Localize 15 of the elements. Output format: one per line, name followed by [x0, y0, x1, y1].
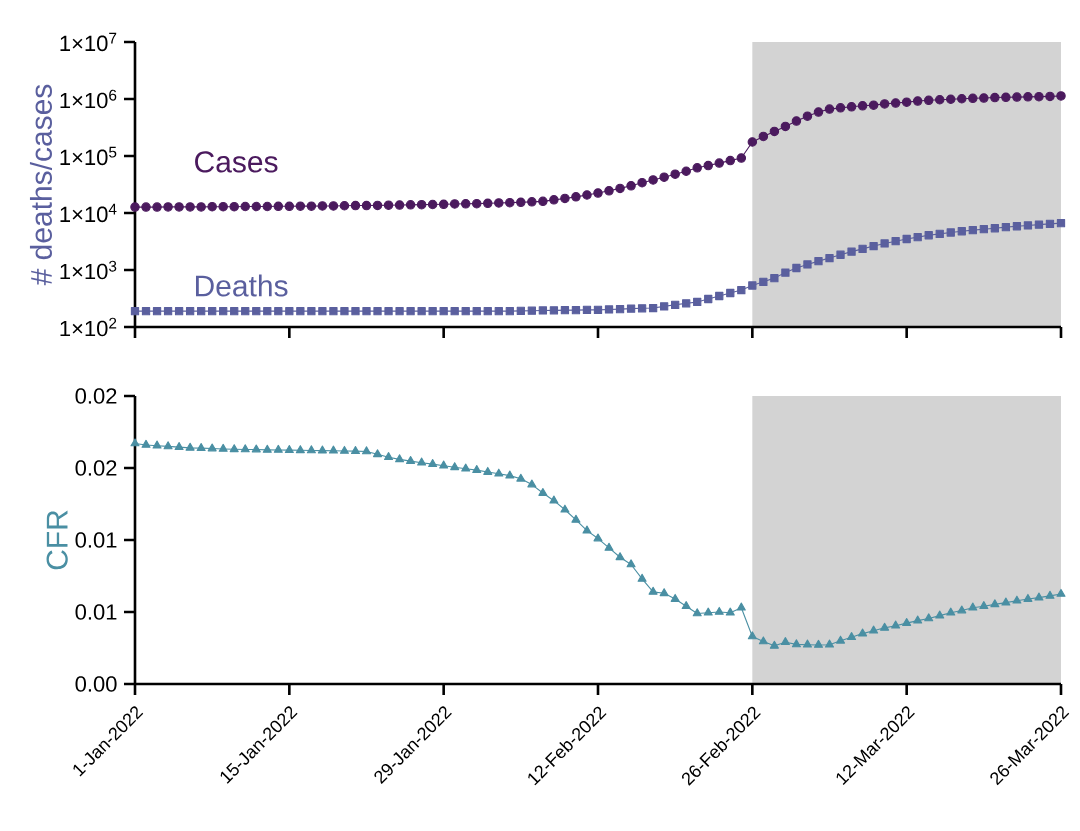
- y-tick-label: 0.02: [75, 388, 117, 404]
- y-tick-label: 0.01: [75, 532, 117, 548]
- y-tick-label: 1×10$^{4}$: [60, 203, 117, 223]
- y-axis-title: CFR: [46, 510, 68, 570]
- y-tick-label: 0.01: [75, 604, 117, 620]
- series-label: Deaths: [196, 274, 288, 297]
- y-tick-label: 1×10$^{5}$: [60, 146, 117, 166]
- y-tick-label: 0.00: [75, 676, 117, 692]
- y-tick-label: 1×10$^{6}$: [60, 89, 117, 109]
- y-tick-label: 1×10$^{3}$: [60, 260, 117, 280]
- series-label: Cases: [195, 151, 278, 173]
- y-tick-label: 0.02: [75, 460, 117, 476]
- y-tick-label: 1×10$^{2}$: [60, 317, 117, 337]
- y-tick-label: 1×10$^{7}$: [60, 32, 117, 52]
- y-axis-title: # deaths/cases: [29, 84, 52, 286]
